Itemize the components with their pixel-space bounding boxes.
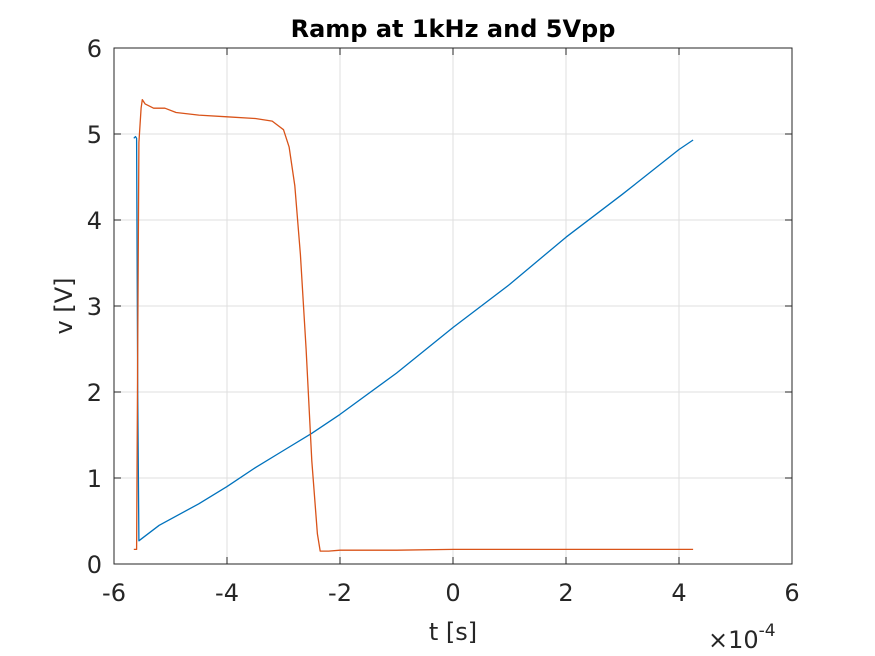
y-axis-label: v [V]	[50, 278, 78, 335]
x-axis-multiplier-base: ×10	[708, 626, 759, 654]
series-layer	[133, 98, 694, 552]
y-tick-label: 5	[87, 121, 102, 149]
x-tick-label: 6	[784, 579, 799, 607]
tick-labels: -6 -4 -2 0 2 4 6 0 1 2 3 4 5 6	[87, 35, 800, 607]
y-tick-label: 3	[87, 293, 102, 321]
y-tick-label: 6	[87, 35, 102, 63]
x-axis-multiplier-exponent: -4	[759, 621, 776, 641]
x-tick-label: -2	[328, 579, 352, 607]
chart-title: Ramp at 1kHz and 5Vpp	[291, 15, 616, 43]
x-tick-label: 2	[558, 579, 573, 607]
series-line-2	[133, 98, 694, 552]
y-tick-label: 4	[87, 207, 102, 235]
y-tick-label: 2	[87, 379, 102, 407]
x-tick-label: 0	[445, 579, 460, 607]
y-tick-label: 0	[87, 551, 102, 579]
x-tick-label: 4	[671, 579, 686, 607]
y-tick-label: 1	[87, 465, 102, 493]
x-axis-multiplier: ×10-4	[708, 621, 776, 654]
x-tick-label: -6	[102, 579, 126, 607]
x-tick-label: -4	[215, 579, 239, 607]
ticks	[113, 47, 793, 565]
x-axis-label: t [s]	[429, 618, 477, 646]
